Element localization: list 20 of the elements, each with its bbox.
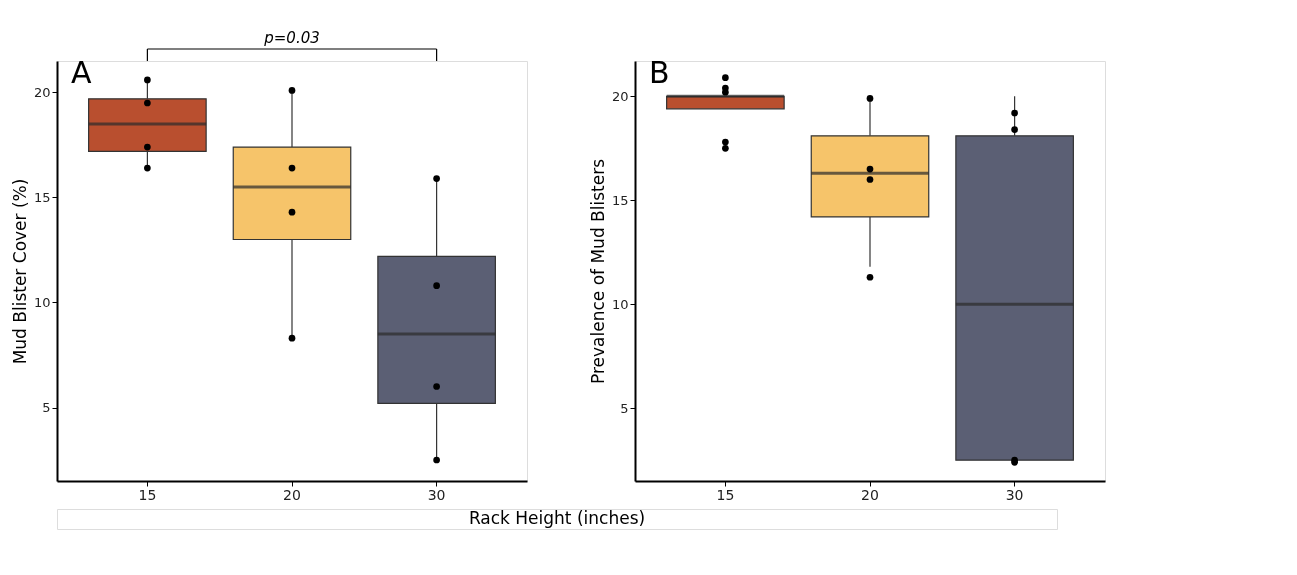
y-tick-label: 15 xyxy=(33,190,51,205)
x-tick-label: 20 xyxy=(861,486,879,503)
y-tick-label: 20 xyxy=(611,88,629,104)
y-tick-label: 15 xyxy=(611,192,629,208)
y-tick-label: 5 xyxy=(42,400,51,415)
y-axis-title: Mud Blister Cover (%) xyxy=(9,178,30,365)
y-tick-label: 10 xyxy=(33,295,51,310)
x-tick-label: 15 xyxy=(716,486,735,503)
x-tick-label: 30 xyxy=(427,486,446,503)
x-tick-label: 15 xyxy=(138,486,157,503)
chart-title: B xyxy=(649,55,670,90)
x-tick-label: 30 xyxy=(1005,486,1024,503)
y-tick-label: 5 xyxy=(620,400,629,416)
y-tick-label: 10 xyxy=(611,296,629,312)
x-tick-label: 20 xyxy=(283,486,301,503)
y-axis-title: Prevalence of Mud Blisters xyxy=(587,158,608,385)
chart-title: A xyxy=(71,55,92,90)
x-axis-title: Rack Height (inches) xyxy=(468,508,646,528)
text: p=0.03 xyxy=(263,29,320,47)
y-tick-label: 20 xyxy=(33,85,51,100)
